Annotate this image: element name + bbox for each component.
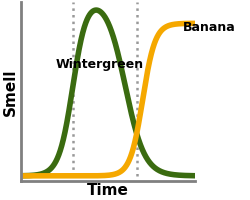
- Text: Banana: Banana: [183, 21, 236, 34]
- X-axis label: Time: Time: [87, 182, 129, 197]
- Text: Wintergreen: Wintergreen: [56, 57, 144, 70]
- Y-axis label: Smell: Smell: [3, 68, 18, 115]
